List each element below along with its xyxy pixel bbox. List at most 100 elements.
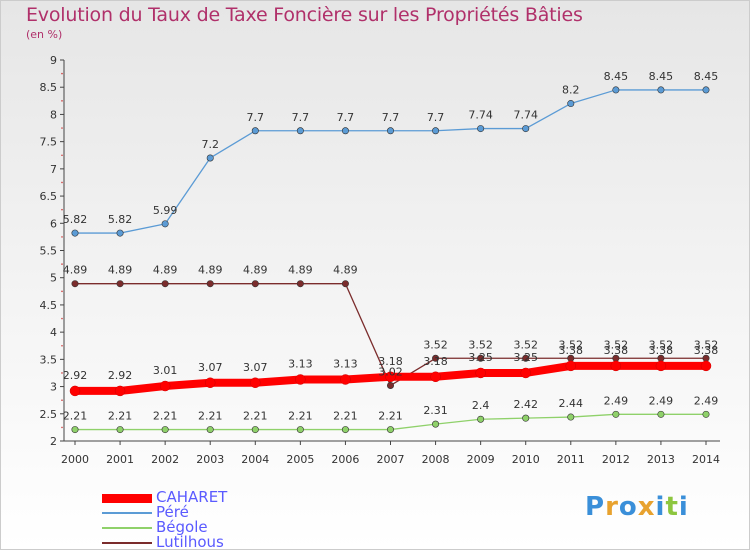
data-point <box>702 410 710 418</box>
data-point <box>161 280 169 288</box>
logo-letter: P <box>585 492 606 522</box>
data-label: 4.89 <box>288 264 313 277</box>
data-label: 2.4 <box>472 399 490 412</box>
data-label: 3.18 <box>378 355 403 368</box>
data-label: 8.45 <box>604 70 629 83</box>
data-point <box>567 413 575 421</box>
data-point <box>520 367 531 379</box>
data-point <box>477 354 485 362</box>
data-point <box>251 280 259 288</box>
x-tick-label: 2003 <box>196 453 224 466</box>
data-label: 3.52 <box>468 338 493 351</box>
y-tick-label: 8 <box>50 108 57 121</box>
data-point <box>114 385 126 397</box>
y-tick-label: 5 <box>50 272 57 285</box>
data-label: 2.21 <box>333 410 358 423</box>
data-point <box>702 86 710 94</box>
x-tick-label: 2008 <box>422 453 450 466</box>
data-point <box>657 410 665 418</box>
data-label: 2.42 <box>513 398 538 411</box>
data-point <box>251 127 259 135</box>
legend-swatch <box>102 493 152 503</box>
data-label: 7.7 <box>337 111 355 124</box>
x-tick-label: 2004 <box>241 453 269 466</box>
data-label: 3.52 <box>559 338 584 351</box>
data-label: 3.01 <box>153 364 178 377</box>
data-label: 2.44 <box>559 397 584 410</box>
x-tick-label: 2006 <box>331 453 359 466</box>
data-label: 4.89 <box>108 264 133 277</box>
data-point <box>386 381 394 389</box>
data-point <box>159 380 171 392</box>
data-point <box>71 229 79 237</box>
data-label: 2.21 <box>288 410 313 423</box>
data-label: 2.92 <box>108 369 133 382</box>
y-tick-label: 6.5 <box>40 190 58 203</box>
data-label: 7.74 <box>468 109 493 122</box>
y-minor-tick <box>61 263 63 265</box>
data-label: 7.74 <box>513 109 538 122</box>
data-label: 3.52 <box>513 338 538 351</box>
data-label: 3.38 <box>694 344 719 357</box>
legend-label: CAHARET <box>156 488 228 506</box>
y-minor-tick <box>61 290 63 293</box>
data-label: 3.38 <box>559 344 584 357</box>
y-minor-tick <box>61 72 63 75</box>
x-tick-label: 2002 <box>151 453 179 466</box>
data-point <box>206 154 214 162</box>
data-label: 3.02 <box>378 365 403 378</box>
data-label: 3.52 <box>649 338 674 351</box>
logo-letter: i <box>655 492 666 522</box>
logo-letter: o <box>618 492 638 522</box>
data-point <box>385 371 396 383</box>
y-minor-tick <box>61 399 63 401</box>
x-tick-label: 2005 <box>286 453 314 466</box>
y-tick-label: 2 <box>50 435 57 448</box>
data-label: 4.89 <box>153 264 178 277</box>
y-minor-tick <box>61 317 63 320</box>
data-point <box>296 426 304 434</box>
y-tick-label: 9 <box>50 54 57 67</box>
data-point <box>522 414 530 422</box>
data-point <box>341 426 349 434</box>
data-label: 3.18 <box>423 355 448 368</box>
y-minor-tick <box>61 100 63 102</box>
x-tick-label: 2013 <box>647 453 675 466</box>
data-label: 2.21 <box>243 410 268 423</box>
data-label: 3.38 <box>604 344 629 357</box>
data-point <box>612 410 620 418</box>
y-tick-label: 8.5 <box>40 81 58 94</box>
data-point <box>477 125 485 133</box>
data-point <box>477 415 485 423</box>
data-point <box>432 127 440 135</box>
y-minor-tick <box>61 208 63 211</box>
chart-title: Evolution du Taux de Taxe Foncière sur l… <box>26 4 583 26</box>
data-label: 3.38 <box>649 344 674 357</box>
data-point <box>116 280 124 288</box>
data-label: 2.49 <box>694 394 719 407</box>
data-label: 7.7 <box>292 111 310 124</box>
data-point <box>206 426 214 434</box>
legend-label: Péré <box>156 503 189 521</box>
y-minor-tick <box>61 154 63 157</box>
legend-swatch <box>102 542 152 544</box>
data-point <box>206 280 214 288</box>
data-label: 3.07 <box>243 361 268 374</box>
y-tick-label: 7.5 <box>40 136 58 149</box>
y-tick-label: 3 <box>50 381 57 394</box>
data-point <box>475 367 486 379</box>
data-point <box>612 86 620 94</box>
data-point <box>700 360 712 372</box>
legend-swatch <box>102 527 152 529</box>
data-point <box>565 360 577 372</box>
y-minor-tick <box>61 181 63 184</box>
x-tick-label: 2009 <box>467 453 495 466</box>
logo-letter: i <box>678 492 689 522</box>
y-minor-tick <box>61 372 63 374</box>
x-tick-label: 2010 <box>512 453 540 466</box>
data-label: 3.07 <box>198 361 223 374</box>
data-label: 4.89 <box>63 264 88 277</box>
x-tick-label: 2012 <box>602 453 630 466</box>
x-tick-label: 2011 <box>557 453 585 466</box>
